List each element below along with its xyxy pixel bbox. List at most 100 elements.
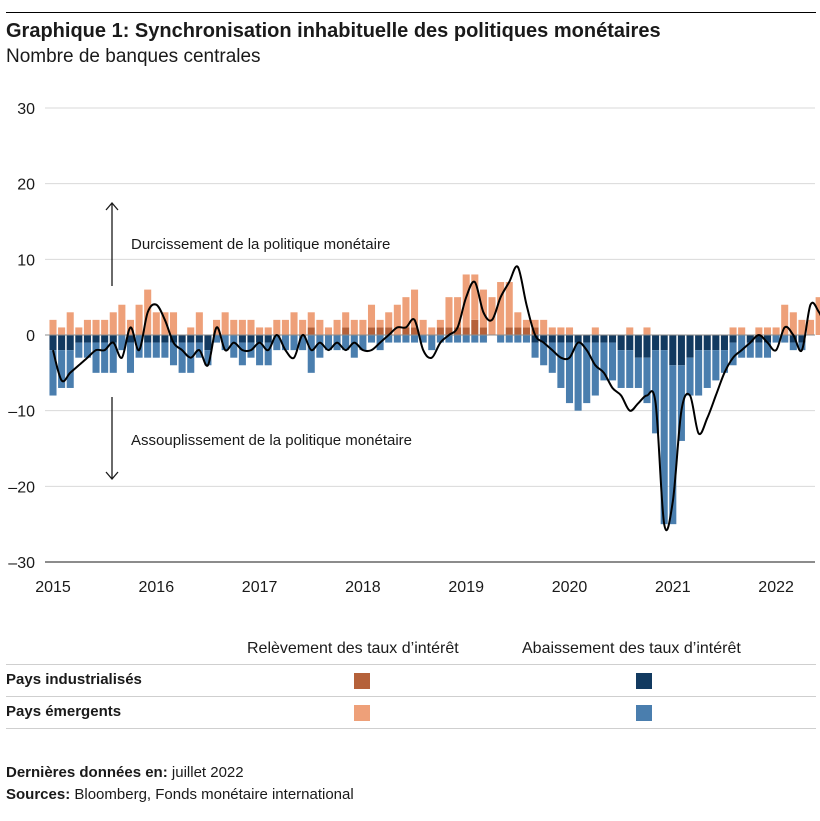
bar-em-cut (83, 342, 91, 358)
y-tick-label: –10 (8, 404, 35, 421)
bar-ae-cut (144, 335, 152, 343)
y-tick-label: 10 (17, 252, 35, 269)
footer-last-data: Dernières données en: juillet 2022 (6, 764, 244, 781)
bar-em-cut (798, 342, 806, 351)
bar-ae-hike (522, 327, 530, 335)
bar-ae-cut (195, 335, 203, 343)
y-tick-label: 20 (17, 177, 35, 194)
bar-em-hike (514, 312, 522, 328)
bar-em-cut (204, 350, 212, 366)
annotation-up: Durcissement de la politique monétaire (105, 202, 390, 286)
bar-em-cut (393, 335, 401, 343)
footer-sources-label: Sources: (6, 786, 71, 803)
bar-em-hike (807, 319, 815, 335)
bar-em-cut (746, 342, 754, 358)
bar-em-hike (454, 297, 462, 328)
bar-ae-cut (643, 335, 651, 358)
bar-ae-cut (264, 335, 272, 343)
bar-ae-cut (565, 335, 574, 343)
legend-swatch-em-cut (636, 705, 652, 721)
legend-swatch-em-hike (354, 705, 370, 721)
bar-ae-cut (677, 335, 685, 366)
bar-em-hike (264, 327, 272, 335)
bar-em-hike (763, 327, 772, 335)
bar-ae-cut (755, 335, 763, 343)
bar-em-cut (230, 335, 238, 358)
bar-em-cut (677, 365, 685, 441)
bar-em-hike (393, 304, 401, 335)
bar-em-cut (178, 342, 186, 373)
bar-em-cut (565, 342, 574, 404)
bar-em-cut (479, 335, 487, 343)
legend-swatch-ae-cut (636, 673, 652, 689)
bar-em-cut (720, 350, 728, 373)
x-tick-label: 2016 (139, 579, 175, 596)
bar-em-hike (738, 327, 746, 335)
bar-em-hike (436, 319, 444, 328)
bar-em-hike (497, 282, 505, 335)
bar-em-cut (531, 342, 539, 358)
legend-row-em-label: Pays émergents (6, 703, 122, 720)
bar-em-cut (307, 335, 315, 373)
bar-em-cut (290, 335, 298, 351)
bar-ae-hike (479, 327, 487, 335)
bar-em-hike (152, 312, 160, 335)
x-tick-label: 2020 (552, 579, 588, 596)
bar-ae-cut (729, 335, 737, 343)
footer-last-value: juillet 2022 (171, 764, 244, 781)
bar-ae-cut (152, 335, 160, 343)
bar-em-hike (281, 319, 289, 335)
bar-em-hike (471, 274, 479, 320)
bar-ae-cut (49, 335, 57, 351)
bar-em-cut (497, 335, 505, 343)
bar-em-hike (58, 327, 66, 335)
bar-em-hike (815, 297, 820, 335)
x-tick-label: 2019 (448, 579, 484, 596)
bar-ae-cut (703, 335, 711, 351)
bar-em-hike (419, 319, 427, 335)
bar-em-hike (342, 312, 350, 328)
bar-ae-cut (169, 335, 178, 343)
bar-em-cut (385, 335, 393, 343)
bar-ae-hike (531, 327, 539, 335)
bar-ae-cut (101, 335, 109, 343)
footer-sources: Sources: Bloomberg, Fonds monétaire inte… (6, 786, 354, 803)
bar-ae-hike (436, 327, 444, 335)
bar-em-cut (299, 335, 307, 351)
bar-em-hike (359, 319, 367, 335)
bar-ae-cut (798, 335, 806, 343)
bar-em-hike (479, 289, 487, 328)
bar-ae-cut (557, 335, 565, 343)
bar-em-cut (75, 342, 83, 358)
bar-em-hike (367, 304, 376, 328)
bar-ae-cut (600, 335, 608, 343)
bar-em-hike (169, 312, 178, 335)
bar-em-cut (66, 350, 74, 388)
bar-ae-cut (591, 335, 599, 343)
bar-em-hike (324, 327, 332, 335)
bar-em-cut (583, 342, 591, 404)
bar-ae-cut (609, 335, 617, 343)
bar-em-cut (609, 342, 617, 381)
bar-em-cut (695, 350, 703, 396)
bar-em-cut (660, 350, 668, 525)
bar-em-hike (118, 304, 126, 335)
bar-em-hike (49, 319, 57, 335)
bar-em-hike (83, 319, 91, 335)
y-tick-label: 30 (17, 101, 35, 118)
bar-em-hike (256, 327, 264, 335)
bar-em-cut (264, 342, 272, 366)
bar-em-cut (256, 342, 264, 366)
bar-ae-cut (109, 335, 117, 343)
bar-em-cut (763, 342, 772, 358)
bar-ae-cut (58, 335, 66, 351)
bar-em-cut (540, 342, 548, 366)
x-tick-label: 2021 (655, 579, 691, 596)
bar-em-hike (626, 327, 634, 335)
bar-em-cut (600, 342, 608, 381)
bar-ae-cut (583, 335, 591, 343)
bar-em-cut (144, 342, 152, 358)
y-tick-labels: 30 20 10 0 –10 –20 –30 (8, 101, 35, 572)
legend-col-hike: Relèvement des taux d’intérêt (247, 640, 459, 657)
bar-em-hike (307, 312, 315, 328)
